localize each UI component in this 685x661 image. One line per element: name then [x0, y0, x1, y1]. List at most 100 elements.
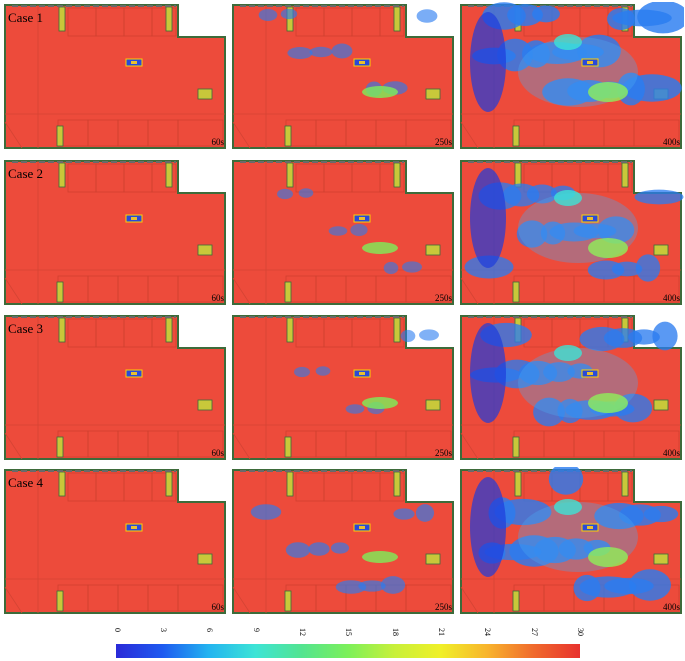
room-outline	[379, 7, 405, 37]
stair-line	[4, 586, 23, 614]
door-opening	[512, 281, 520, 303]
concentration-region	[309, 46, 333, 58]
panel-case2-t3: 400s	[458, 158, 684, 307]
floor-field	[232, 4, 454, 149]
time-label: 60s	[211, 448, 224, 458]
concentration-region	[250, 504, 282, 520]
door-opening	[284, 125, 292, 147]
floor-plan	[232, 160, 454, 305]
concentration-region	[328, 226, 348, 236]
concentration-region	[607, 7, 635, 31]
concentration-region	[470, 323, 506, 423]
stair-line	[232, 277, 251, 305]
door-opening	[653, 244, 669, 256]
fire-source-core	[587, 372, 593, 375]
concentration-region	[554, 499, 582, 515]
concentration-region	[533, 397, 565, 427]
concentration-region	[540, 221, 566, 245]
door-opening	[393, 162, 401, 188]
door-opening	[514, 471, 522, 497]
case-label: Case 3	[8, 321, 44, 336]
fire-source-core	[131, 61, 137, 64]
panel-case4-t3: 400s	[458, 467, 684, 616]
floor-plan	[460, 160, 684, 305]
concentration-region	[362, 397, 398, 409]
time-label: 60s	[211, 293, 224, 303]
concentration-region	[298, 188, 314, 198]
stair-line	[460, 277, 479, 305]
door-opening	[286, 317, 294, 343]
case-label: Case 1	[8, 10, 44, 25]
fire-source-core	[587, 61, 593, 64]
floor-plan	[4, 315, 226, 460]
concentration-region	[548, 467, 584, 495]
panel-case4-t1: Case 4 60s	[2, 467, 228, 616]
concentration-region	[362, 551, 398, 563]
stair-line	[232, 432, 251, 460]
time-label: 400s	[662, 448, 680, 458]
door-opening	[197, 399, 213, 411]
door-opening	[286, 162, 294, 188]
time-label: 250s	[434, 602, 452, 612]
concentration-region	[554, 34, 582, 50]
concentration-region	[287, 47, 313, 59]
panel-case3-t1: Case 3 60s	[2, 313, 228, 462]
concentration-region	[380, 576, 406, 594]
stair-line	[460, 432, 479, 460]
floor-field	[460, 315, 682, 460]
door-opening	[284, 281, 292, 303]
concentration-region	[402, 261, 422, 273]
floor-plan	[232, 4, 454, 149]
colorbar-tick: 3	[159, 628, 168, 632]
panel-case2-t2: 250s	[230, 158, 456, 307]
colorbar-tick: 24	[483, 628, 492, 636]
case-label: Case 4	[8, 475, 44, 490]
door-opening	[393, 6, 401, 32]
colorbar-tick: 18	[391, 628, 400, 636]
concentration-region	[315, 366, 331, 376]
stair-line	[460, 121, 479, 149]
concentration-region	[470, 12, 506, 112]
colorbar-tick: 15	[344, 628, 353, 636]
concentration-region	[419, 329, 439, 341]
door-opening	[58, 471, 66, 497]
case-label: Case 2	[8, 166, 44, 181]
concentration-region	[415, 504, 435, 522]
floor-plan	[460, 467, 682, 614]
room-outline	[151, 163, 177, 193]
concentration-region	[416, 9, 438, 23]
door-opening	[165, 6, 173, 32]
concentration-region	[554, 190, 582, 206]
room-outline	[151, 318, 177, 348]
concentration-region	[588, 82, 628, 102]
concentration-region	[554, 345, 582, 361]
floor-field	[4, 4, 226, 149]
stair-line	[4, 432, 23, 460]
concentration-region	[635, 254, 661, 282]
panel-case1-t3: 400s	[458, 2, 684, 151]
concentration-region	[573, 574, 601, 602]
door-opening	[197, 553, 213, 565]
panel-case4-t2: 250s	[230, 467, 456, 616]
fire-source-core	[359, 217, 365, 220]
room-outline	[379, 472, 405, 502]
concentration-region	[362, 242, 398, 254]
floor-field	[4, 160, 226, 305]
door-opening	[653, 399, 669, 411]
door-opening	[58, 317, 66, 343]
floor-plan	[4, 469, 226, 614]
floor-field	[4, 315, 226, 460]
door-opening	[653, 553, 669, 565]
door-opening	[393, 471, 401, 497]
fire-source-core	[131, 526, 137, 529]
fire-source-core	[587, 526, 593, 529]
room-outline	[405, 119, 452, 147]
concentration-region	[594, 502, 644, 530]
door-opening	[286, 471, 294, 497]
room-outline	[151, 472, 177, 502]
floor-plan	[232, 315, 454, 460]
colorbar-tick: 9	[252, 628, 261, 632]
door-opening	[165, 317, 173, 343]
concentration-region	[335, 580, 367, 594]
concentration-region	[542, 78, 594, 106]
